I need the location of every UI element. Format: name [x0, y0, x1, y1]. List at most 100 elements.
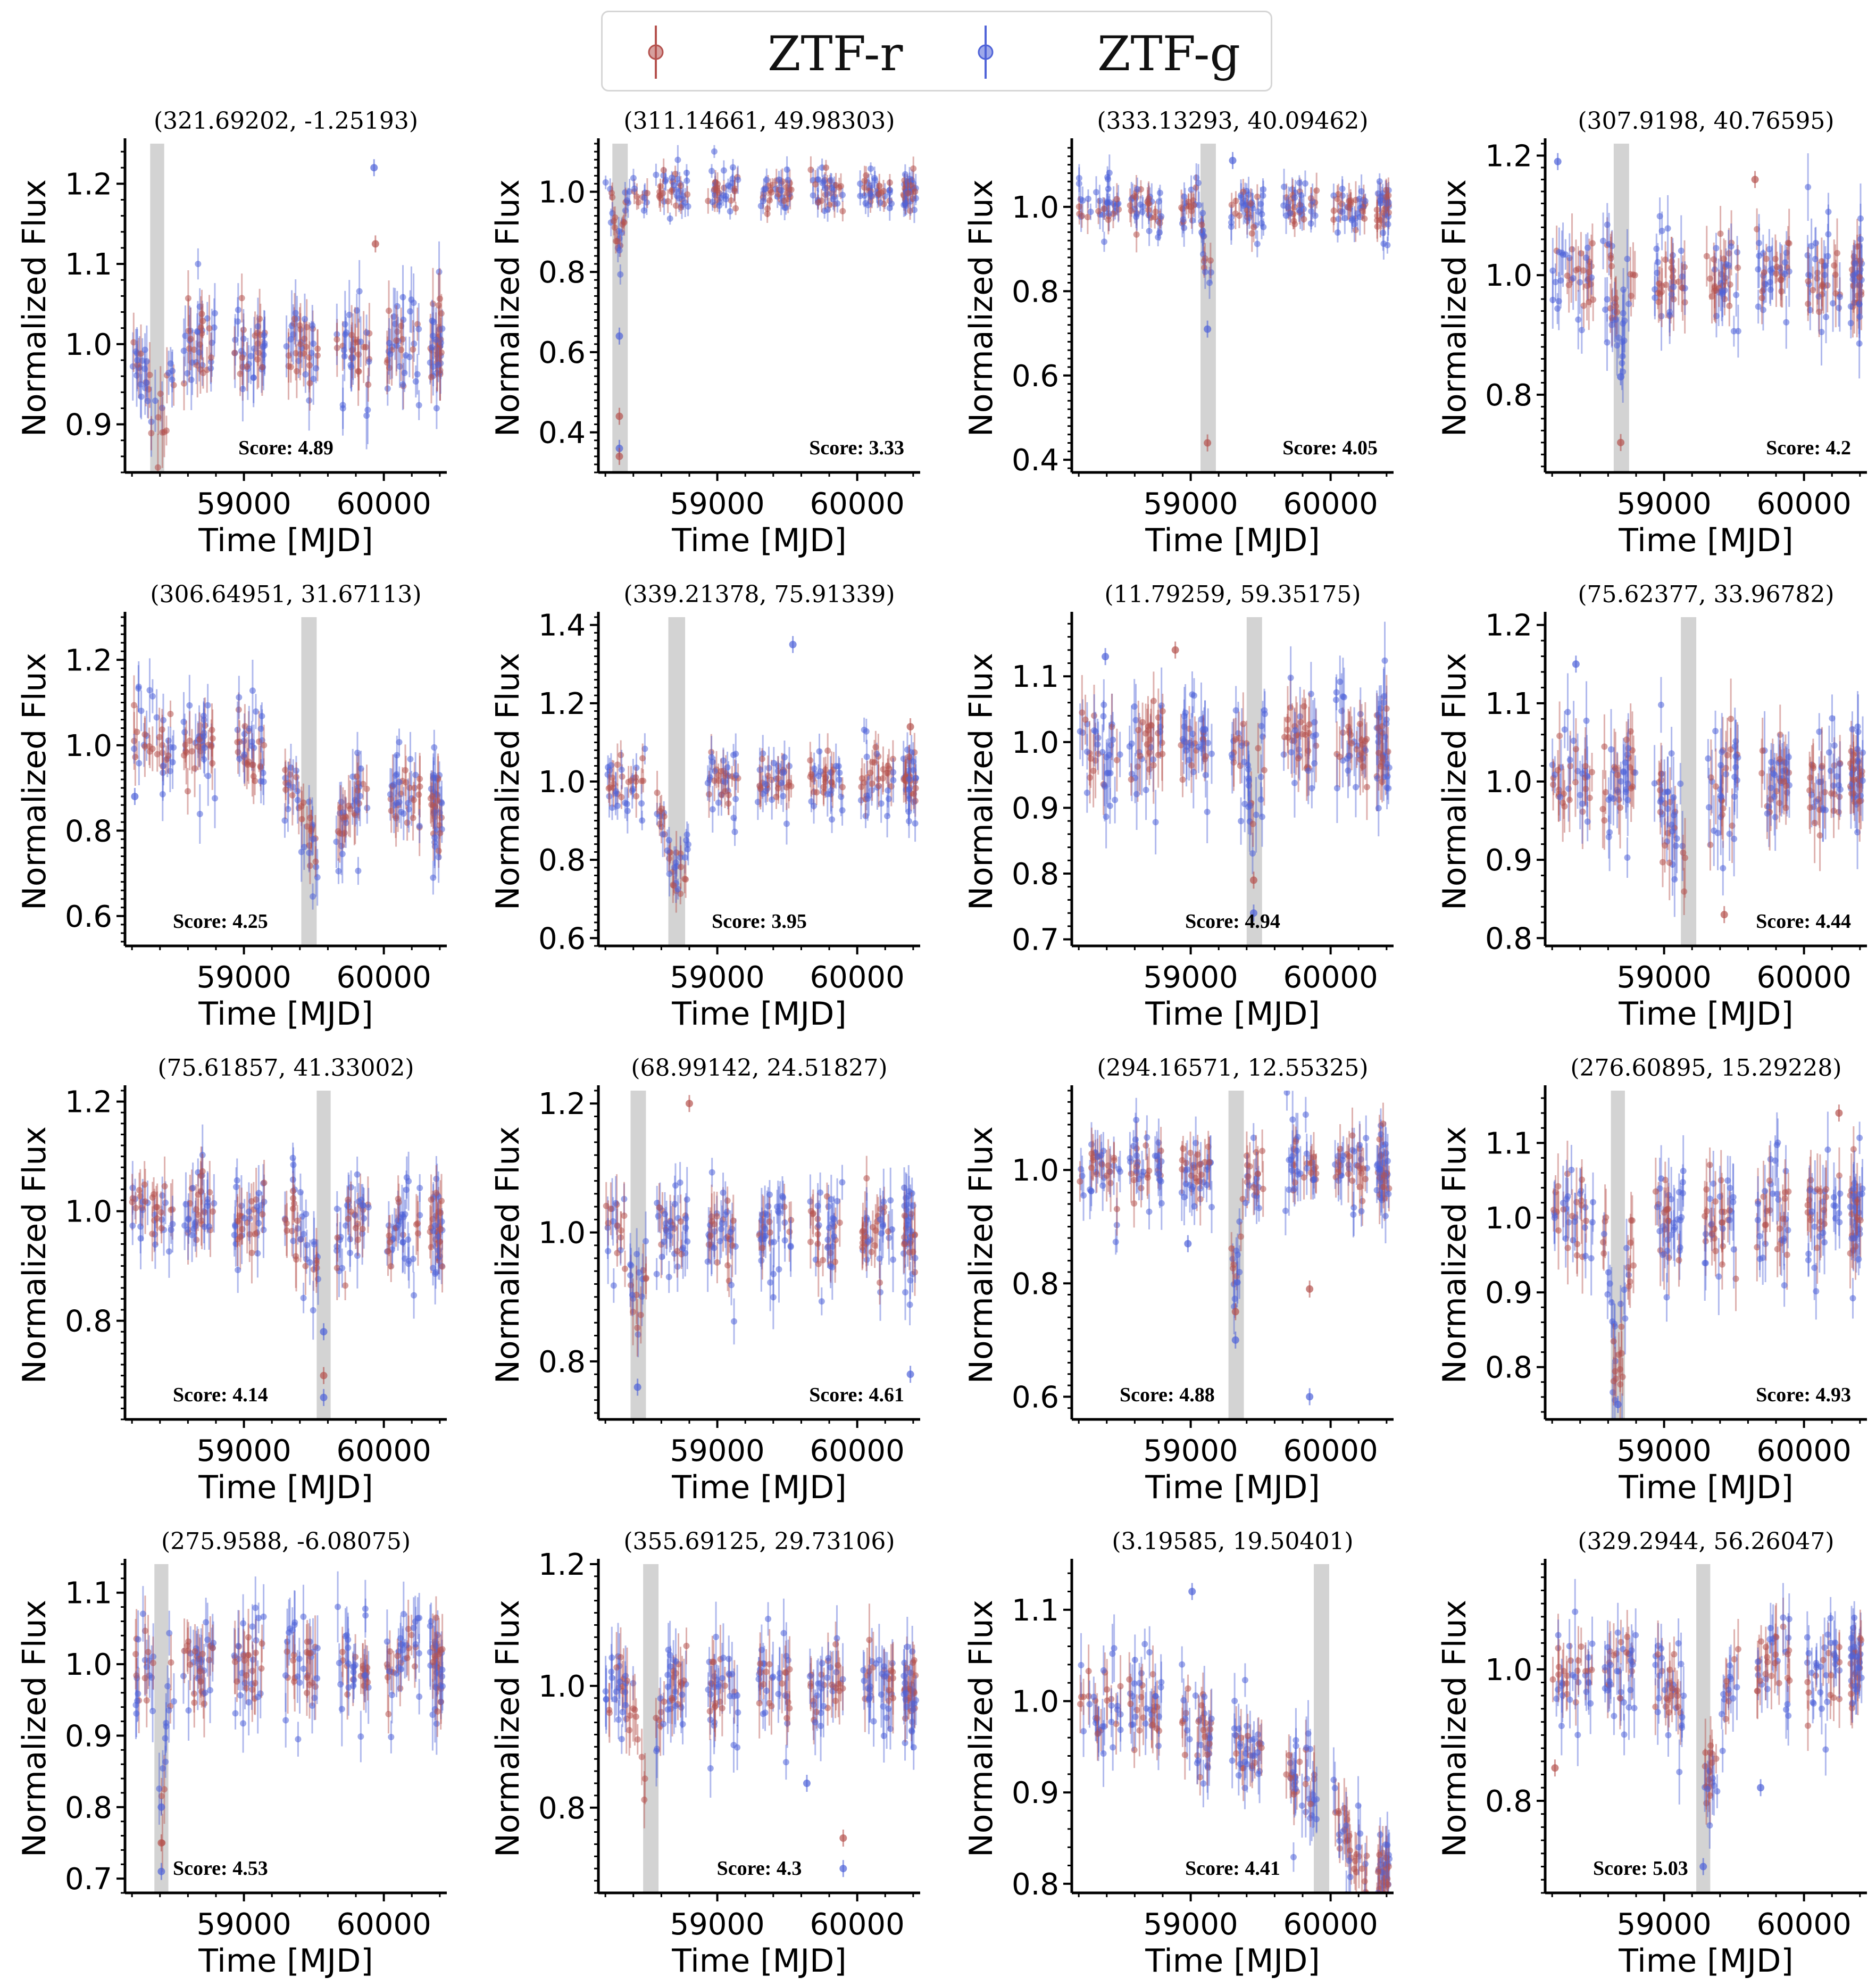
point-ztf-g: [683, 837, 690, 844]
point-ztf-g: [260, 352, 267, 359]
point-ztf-g: [1857, 792, 1864, 799]
point-ztf-g: [386, 339, 393, 346]
point-ztf-r: [644, 190, 651, 197]
point-ztf-r: [1850, 282, 1857, 289]
point-ztf-r: [1207, 257, 1214, 264]
point-ztf-g: [301, 844, 307, 851]
point-ztf-g: [638, 800, 645, 807]
point-ztf-g: [606, 793, 613, 800]
point-ztf-g: [1668, 821, 1675, 828]
point-ztf-r: [876, 783, 882, 790]
point-ztf-r: [1345, 724, 1352, 730]
point-ztf-g: [1199, 210, 1206, 217]
point-ztf-r: [406, 784, 413, 791]
point-ztf-r: [1108, 724, 1115, 730]
point-ztf-r: [1198, 221, 1205, 228]
point-ztf-r: [1669, 258, 1675, 265]
point-ztf-g: [310, 836, 316, 843]
point-ztf-g: [1228, 223, 1235, 230]
point-ztf-g: [720, 757, 727, 764]
point-ztf-g: [1731, 793, 1738, 800]
point-ztf-r: [1772, 255, 1779, 262]
data-points: [1077, 621, 1393, 922]
point-ztf-g: [1836, 304, 1842, 311]
y-tick-label: 1.0: [1012, 726, 1059, 760]
point-ztf-g: [1202, 269, 1208, 276]
point-ztf-r: [1190, 202, 1197, 209]
point-ztf-g: [204, 702, 211, 709]
point-ztf-g: [201, 744, 208, 751]
point-ztf-g: [141, 365, 148, 372]
point-ztf-r: [1363, 784, 1370, 791]
point-ztf-g: [890, 769, 897, 776]
legend-marker-ztf-r: [648, 26, 664, 79]
point-ztf-g: [1140, 203, 1147, 210]
point-ztf-r: [285, 363, 292, 370]
point-ztf-g: [1195, 743, 1202, 750]
point-ztf-r: [618, 752, 624, 759]
data-points: [130, 658, 445, 910]
point-ztf-g: [353, 307, 360, 314]
point-ztf-r: [1706, 275, 1713, 282]
point-ztf-g: [1783, 789, 1790, 796]
point-ztf-r: [1832, 271, 1839, 278]
point-ztf-r: [355, 351, 362, 358]
point-ztf-g: [189, 1184, 196, 1191]
point-ztf-g: [665, 837, 672, 844]
point-ztf-g: [285, 805, 291, 812]
point-ztf-r: [1291, 204, 1298, 211]
point-ztf-g: [1669, 828, 1676, 835]
point-ztf-r: [1777, 755, 1783, 762]
point-ztf-g: [1351, 221, 1358, 228]
x-axis-label: Time [MJD]: [1618, 995, 1793, 1033]
point-ztf-g: [364, 804, 371, 811]
point-ztf-g: [149, 693, 156, 700]
point-ztf-g: [1189, 217, 1196, 224]
y-axis-label: Normalized Flux: [489, 653, 527, 910]
point-ztf-g: [412, 771, 419, 778]
point-ztf-g: [1085, 195, 1091, 202]
point-ztf-g: [868, 165, 874, 172]
point-ztf-r: [1346, 197, 1353, 204]
point-ztf-r: [199, 318, 206, 325]
point-ztf-g: [754, 799, 761, 805]
point-ztf-r: [1150, 762, 1157, 769]
point-ztf-r: [638, 777, 645, 784]
point-ztf-g: [1805, 271, 1812, 278]
point-ztf-r: [181, 380, 188, 387]
point-ztf-g: [1100, 701, 1107, 708]
point-ztf-g: [1549, 761, 1556, 768]
outlier-point: [615, 332, 623, 340]
panel-title: (339.21378, 75.91339): [623, 581, 895, 608]
y-tick-label: 1.1: [65, 247, 112, 282]
point-ztf-g: [1362, 198, 1369, 205]
panel-2: 59000 60000 0.4 0.6 0.8 1.0 (311.14661, 49.983…: [489, 107, 920, 559]
point-ztf-r: [1681, 854, 1688, 861]
point-ztf-g: [886, 187, 893, 194]
point-ztf-r: [1719, 282, 1726, 289]
point-ztf-g: [660, 831, 666, 838]
point-ztf-r: [130, 702, 137, 709]
point-ztf-r: [154, 751, 161, 758]
point-ztf-r: [1666, 859, 1673, 866]
point-ztf-g: [182, 333, 189, 339]
point-ztf-g: [1346, 752, 1353, 759]
y-tick-label: 0.9: [65, 408, 112, 443]
point-ztf-r: [282, 767, 289, 774]
point-ztf-g: [290, 331, 297, 338]
point-ztf-r: [1836, 793, 1843, 800]
point-ztf-g: [902, 171, 908, 178]
point-ztf-g: [1833, 773, 1840, 780]
point-ztf-r: [1670, 296, 1677, 303]
point-ztf-g: [212, 795, 219, 802]
y-tick-label: 0.4: [538, 416, 586, 451]
point-ztf-g: [1755, 266, 1762, 273]
point-ztf-r: [1718, 271, 1725, 278]
point-ztf-g: [1281, 184, 1288, 190]
point-ztf-r: [1113, 196, 1120, 203]
point-ztf-g: [1651, 780, 1658, 787]
point-ztf-g: [251, 345, 257, 352]
point-ztf-g: [1552, 771, 1558, 778]
point-ztf-r: [1144, 198, 1151, 205]
